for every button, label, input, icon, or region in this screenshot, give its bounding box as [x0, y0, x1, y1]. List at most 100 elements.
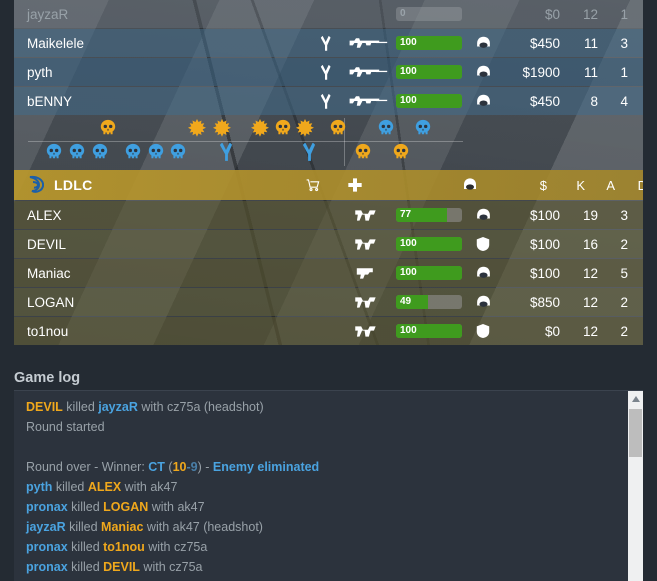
player-name: pyth [27, 64, 53, 80]
armor-icon [468, 65, 498, 80]
scoreboard-row-maniac[interactable]: Maniac 100$1001251585.6 [14, 259, 643, 287]
skull-icon [169, 143, 189, 163]
health-value: 49 [400, 296, 412, 307]
round-history-bottom-row [14, 142, 643, 165]
game-log-title: Game log [14, 370, 81, 386]
skull-icon [354, 143, 374, 163]
kills-value: 16 [582, 236, 598, 252]
scoreboard-row-benny[interactable]: bENNY 100$450841652.3 [14, 87, 643, 115]
game-log-kill-entry: DEVIL killed jayzaR with cz75a (headshot… [26, 400, 264, 414]
kills-value: 19 [582, 207, 598, 223]
deaths-value: 12 [628, 237, 643, 252]
skull-icon [414, 119, 434, 139]
scoreboard-row-alex[interactable]: ALEX 77$1001931398.4 [14, 201, 643, 229]
scoreboard-panel: jayzaR0$01211666.5Maikelele100$450113127… [14, 0, 643, 345]
health-bar: 100 [396, 94, 468, 108]
health-bar: 49 [396, 295, 468, 309]
assists-column-header: A [606, 177, 615, 193]
money-value: $450 [529, 35, 560, 51]
knife-icon [219, 142, 239, 163]
cart-icon [299, 178, 327, 193]
health-bar: 100 [396, 65, 468, 79]
money-value: $1900 [522, 64, 560, 80]
deaths-column-header: D [637, 177, 643, 193]
knife-icon [312, 64, 340, 80]
armor-icon [468, 208, 498, 223]
victim-name: jayzaR [98, 400, 138, 414]
skull-icon [377, 119, 397, 139]
kills-value: 8 [590, 93, 598, 109]
player-stats: 100$19001111658.9 [312, 64, 643, 80]
player-stats: 100$1001251585.6 [312, 265, 643, 281]
game-log-round-result: Round over - Winner: CT (10-9) - Enemy e… [26, 460, 320, 474]
health-value: 100 [400, 325, 417, 336]
game-log-scrollbar[interactable] [628, 391, 643, 581]
health-bar: 77 [396, 208, 468, 222]
health-value: 0 [400, 8, 406, 19]
round-history-halftime-divider [344, 118, 345, 166]
money-value: $0 [544, 323, 560, 339]
health-bar: 100 [396, 36, 468, 50]
knife-icon [302, 142, 322, 163]
primary-weapon-icon [340, 93, 396, 109]
victim-name: Maniac [101, 520, 144, 534]
skull-icon [124, 143, 144, 163]
deaths-value: 16 [628, 7, 643, 22]
skull-icon [392, 143, 412, 163]
game-log-kill-entry: jayzaR killed Maniac with ak47 (headshot… [26, 520, 263, 534]
winner-side: CT [148, 460, 165, 474]
health-value: 100 [400, 95, 417, 106]
player-name: DEVIL [27, 236, 67, 252]
player-name: bENNY [27, 93, 73, 109]
bomb-explode-icon [213, 119, 233, 139]
health-bar: 100 [396, 266, 468, 280]
scroll-up-arrow-icon[interactable] [628, 391, 643, 407]
killer-name: DEVIL [26, 400, 63, 414]
killer-name: pyth [26, 480, 53, 494]
player-name: ALEX [27, 207, 62, 223]
armor-icon [468, 94, 498, 109]
health-value: 77 [400, 209, 412, 220]
armor-icon [468, 36, 498, 51]
game-log-entry: Round started [26, 420, 105, 434]
score-sep: - [186, 460, 191, 474]
deaths-value: 13 [628, 208, 643, 223]
deaths-value: 12 [628, 36, 643, 51]
health-cross-icon [327, 177, 383, 193]
score-loser: 9 [190, 460, 198, 474]
primary-weapon-icon [340, 64, 396, 80]
primary-weapon-icon [340, 35, 396, 51]
money-column-header: $ [539, 177, 547, 193]
primary-weapon-icon [340, 265, 396, 281]
scrollbar-thumb[interactable] [629, 409, 642, 457]
round-reason: Enemy eliminated [212, 460, 320, 474]
round-history-divider [28, 141, 463, 142]
assists-value: 1 [620, 64, 628, 80]
kills-value: 12 [582, 323, 598, 339]
game-log-lines: DEVIL killed jayzaR with cz75a (headshot… [26, 397, 615, 577]
primary-weapon-icon [340, 294, 396, 311]
assists-value: 5 [620, 265, 628, 281]
armor-icon [468, 295, 498, 310]
deaths-value: 16 [628, 65, 643, 80]
money-value: $0 [544, 6, 560, 22]
player-stats: 49$850122964.1 [312, 294, 643, 311]
player-name: Maniac [27, 265, 71, 281]
assists-value: 2 [620, 294, 628, 310]
assists-value: 2 [620, 236, 628, 252]
round-history [14, 118, 643, 166]
skull-icon [68, 143, 88, 163]
ldlc-logo-icon [14, 173, 54, 197]
deaths-value: 11 [628, 324, 643, 339]
game-log-panel: DEVIL killed jayzaR with cz75a (headshot… [14, 390, 643, 581]
bomb-explode-icon [188, 119, 208, 139]
victim-name: LOGAN [103, 500, 149, 514]
player-stats: 77$1001931398.4 [312, 207, 643, 224]
player-stats: 100$450841652.3 [312, 93, 643, 109]
